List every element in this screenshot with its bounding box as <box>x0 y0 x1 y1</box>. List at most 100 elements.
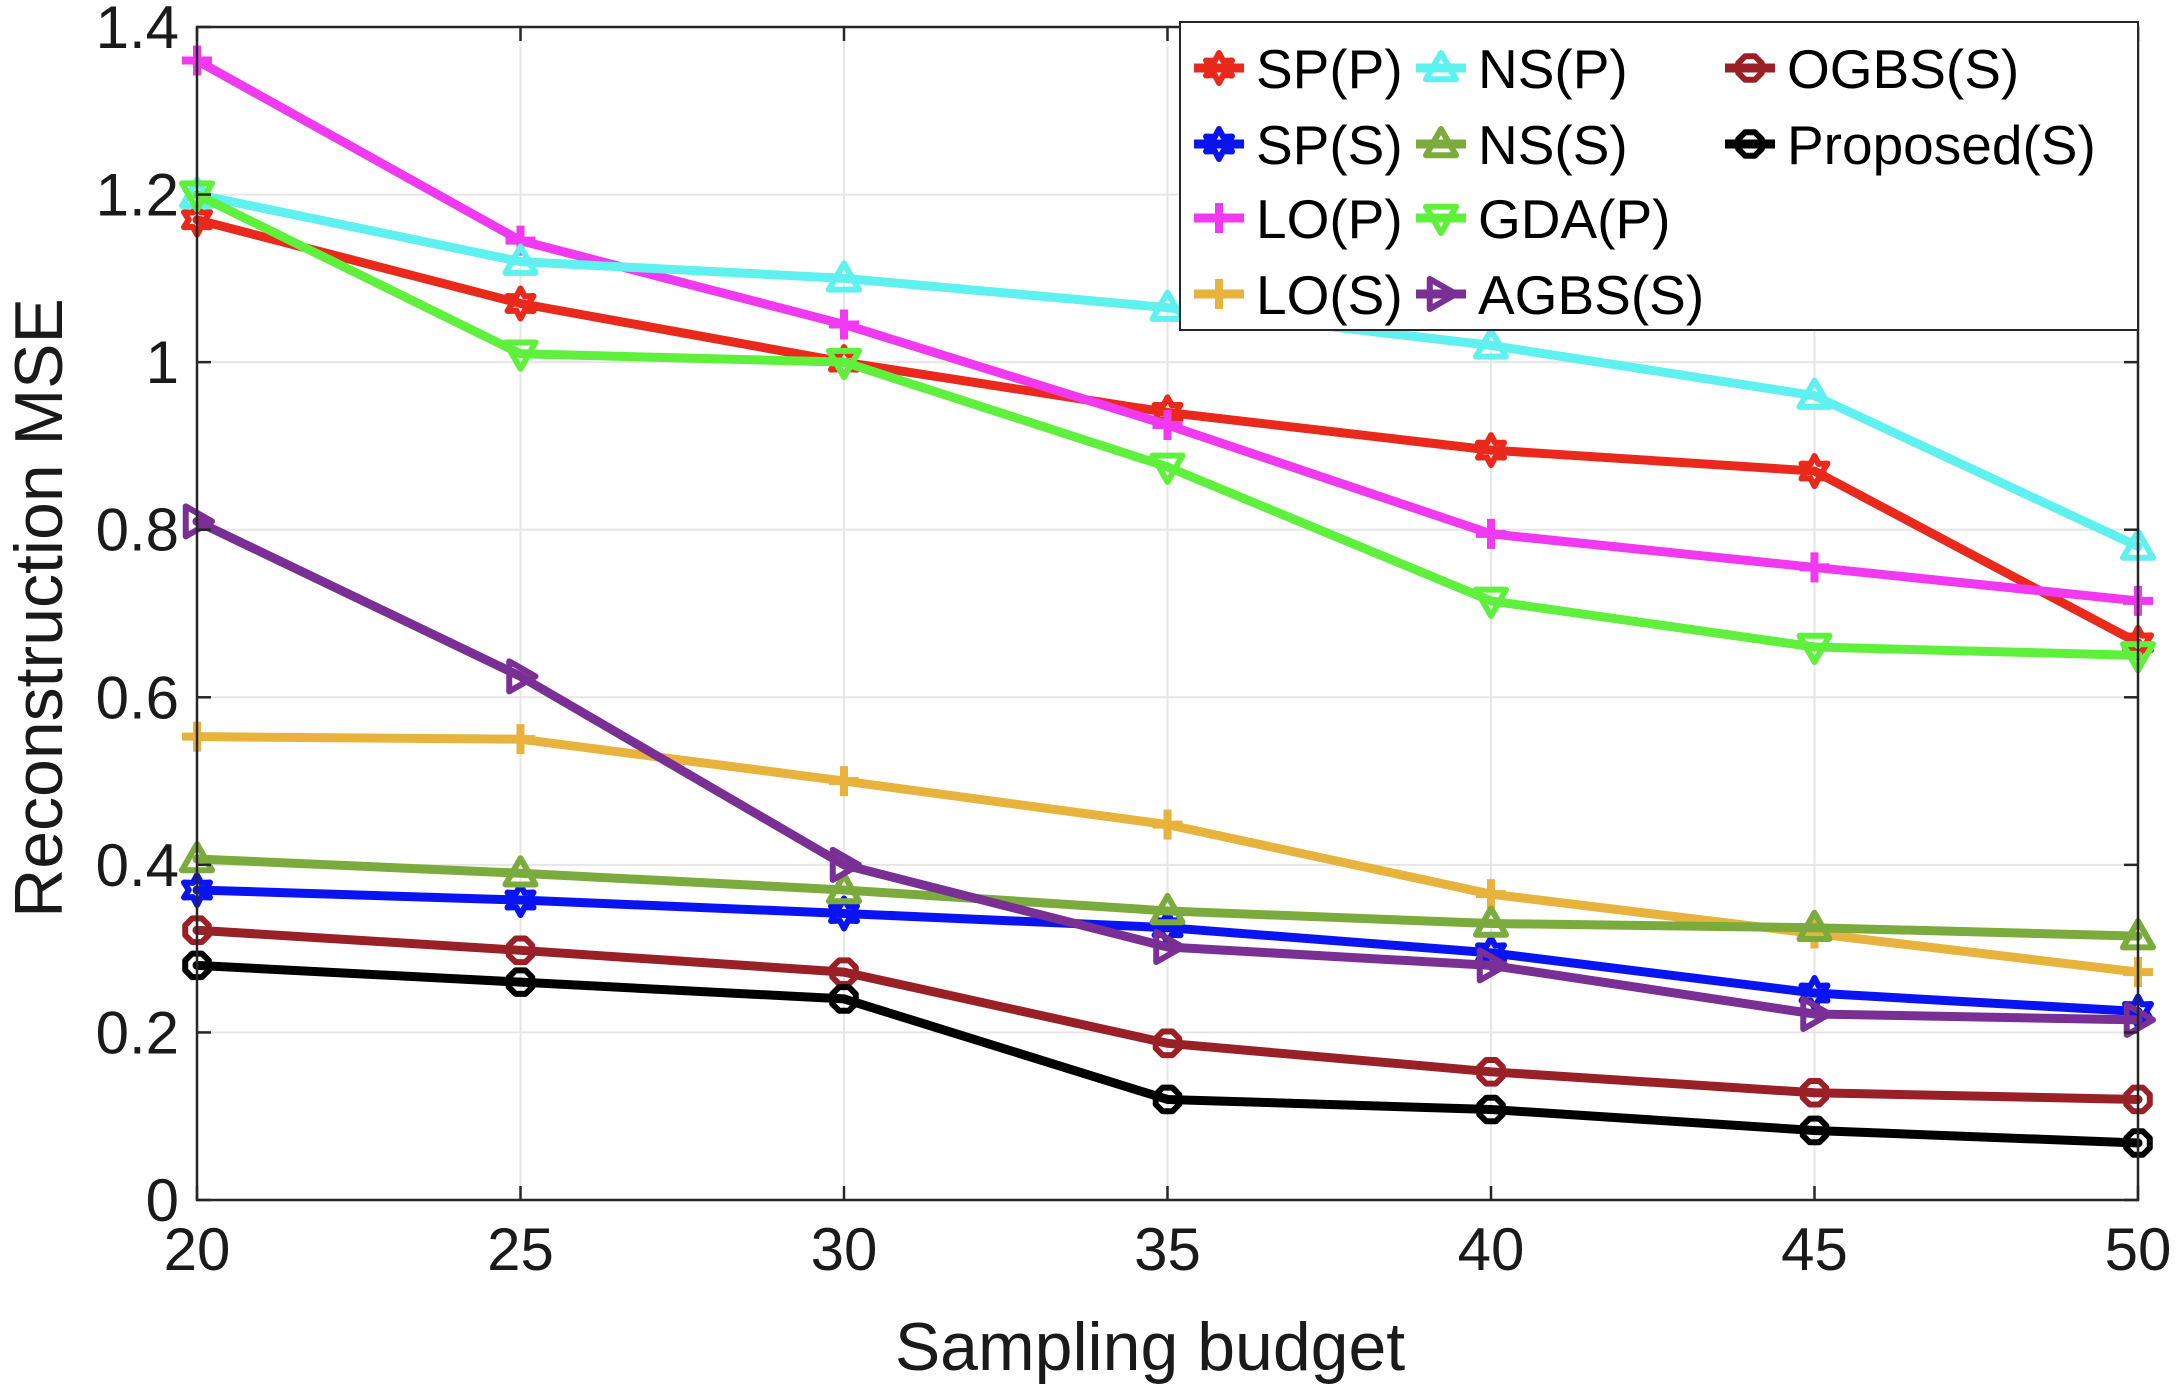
series-line-proposed-s <box>192 960 2143 1148</box>
data-point-proposed-s <box>2123 1128 2153 1158</box>
data-point-proposed-s <box>1152 1084 1183 1115</box>
series-line-sp-s <box>192 885 2143 1016</box>
legend-marker <box>1423 126 1459 159</box>
data-point-gda-p <box>1796 632 1833 666</box>
data-point-agbs-s <box>1153 928 1186 965</box>
legend-box <box>1179 21 2139 331</box>
data-point-sp-p <box>504 285 537 322</box>
data-point-lo-p <box>829 309 859 340</box>
data-point-ns-s <box>826 871 862 905</box>
data-point-agbs-s <box>506 658 539 695</box>
x-tick-label: 45 <box>1781 1216 1848 1283</box>
series-ns-s <box>179 840 2156 951</box>
data-point-gda-p <box>1149 452 1186 485</box>
x-tick-label: 35 <box>1134 1216 1201 1283</box>
legend-item-gda-p: GDA(P) <box>1416 188 1671 250</box>
y-tick-label: 0.4 <box>96 832 179 899</box>
data-point-ns-p <box>502 243 539 276</box>
data-point-lo-p <box>1799 552 1830 583</box>
data-point-ogbs-s <box>2123 1084 2153 1115</box>
legend-label: AGBS(S) <box>1478 264 1704 326</box>
series-line-ns-s <box>192 854 2143 941</box>
series-proposed-s <box>182 950 2153 1158</box>
legend-item-ogbs-s: OGBS(S) <box>1725 38 2019 100</box>
plot-area <box>179 45 2156 1158</box>
legend-marker <box>1735 53 1765 83</box>
x-tick-label: 20 <box>164 1216 231 1283</box>
data-point-proposed-s <box>182 950 212 981</box>
x-tick-label: 25 <box>487 1216 554 1283</box>
legend-item-ns-p: NS(P) <box>1416 38 1628 100</box>
data-point-ogbs-s <box>1476 1057 1506 1087</box>
data-point-ns-s <box>1149 892 1186 926</box>
legend-item-lo-p: LO(P) <box>1194 188 1403 250</box>
legend-marker <box>1203 50 1235 86</box>
data-point-ns-p <box>1796 377 1833 410</box>
data-point-ns-s <box>1796 909 1833 942</box>
legend-marker <box>1204 279 1234 309</box>
data-point-agbs-s <box>2123 1001 2156 1038</box>
legend-item-proposed-s: Proposed(S) <box>1725 114 2096 176</box>
series-agbs-s <box>182 503 2156 1038</box>
data-point-lo-s <box>1152 809 1183 840</box>
series-gda-p <box>179 180 2156 674</box>
data-point-ns-s <box>1473 905 1509 938</box>
series-ogbs-s <box>182 915 2153 1115</box>
data-point-ns-s <box>502 855 539 888</box>
series-line-agbs-s <box>192 516 2143 1025</box>
y-tick-label: 0 <box>146 1167 179 1234</box>
data-point-sp-s <box>504 882 537 919</box>
legend-label: NS(S) <box>1478 114 1628 176</box>
data-point-ogbs-s <box>182 915 212 945</box>
data-point-lo-s <box>505 724 536 755</box>
data-point-ogbs-s <box>1152 1028 1183 1059</box>
data-point-agbs-s <box>829 846 862 883</box>
y-axis-title: Reconstruction MSE <box>1 298 77 918</box>
data-point-ns-p <box>1473 327 1509 360</box>
y-tick-label: 0.2 <box>96 999 179 1066</box>
data-point-sp-p <box>1475 432 1507 469</box>
data-point-proposed-s <box>829 984 859 1014</box>
legend-label: LO(P) <box>1256 188 1403 250</box>
y-tick-label: 1.2 <box>96 162 179 229</box>
x-tick-label: 50 <box>2105 1216 2172 1283</box>
legend-marker <box>1426 276 1459 312</box>
legend-label: SP(P) <box>1256 38 1403 100</box>
legend-label: Proposed(S) <box>1787 114 2096 176</box>
legend: SP(P) SP(S) LO(P) LO(S) NS(P) NS(S) GDA(P) AGBS… <box>1179 21 2139 331</box>
series-line-gda-p <box>192 190 2143 660</box>
legend-item-sp-p: SP(P) <box>1194 38 1403 100</box>
legend-label: GDA(P) <box>1478 188 1671 250</box>
data-point-gda-p <box>826 347 862 381</box>
data-point-gda-p <box>1473 586 1509 619</box>
data-point-gda-p <box>502 339 539 372</box>
legend-item-agbs-s: AGBS(S) <box>1416 264 1704 326</box>
data-point-agbs-s <box>1476 947 1509 984</box>
data-point-proposed-s <box>1476 1094 1506 1125</box>
data-point-proposed-s <box>505 967 536 997</box>
axes-box <box>195 25 2140 1202</box>
data-point-ogbs-s <box>505 935 536 966</box>
data-point-lo-p <box>1152 409 1183 440</box>
data-point-proposed-s <box>1799 1115 1830 1146</box>
series-ns-p <box>179 176 2156 561</box>
x-tick-label: 40 <box>1458 1216 1525 1283</box>
legend-label: OGBS(S) <box>1787 38 2019 100</box>
legend-label: NS(P) <box>1478 38 1628 100</box>
series-line-ns-p <box>192 190 2143 551</box>
legend-item-sp-s: SP(S) <box>1194 114 1403 176</box>
legend-label: LO(S) <box>1256 264 1403 326</box>
x-axis-title: Sampling budget <box>895 1309 1405 1385</box>
data-point-ogbs-s <box>1799 1077 1830 1108</box>
data-point-ns-p <box>1149 289 1186 322</box>
y-tick-label: 1 <box>146 329 179 396</box>
legend-item-ns-s: NS(S) <box>1416 114 1628 176</box>
data-point-ogbs-s <box>829 957 859 987</box>
data-point-agbs-s <box>1800 995 1833 1032</box>
axes: 20 25 30 35 40 45 50 0 0.2 0.4 0.6 0.8 1 1.2 1.4 <box>96 0 2172 1283</box>
series-line-ogbs-s <box>192 925 2143 1104</box>
data-point-lo-p <box>1476 518 1506 549</box>
y-tick-label: 0.8 <box>96 497 179 564</box>
data-point-lo-s <box>829 766 859 797</box>
